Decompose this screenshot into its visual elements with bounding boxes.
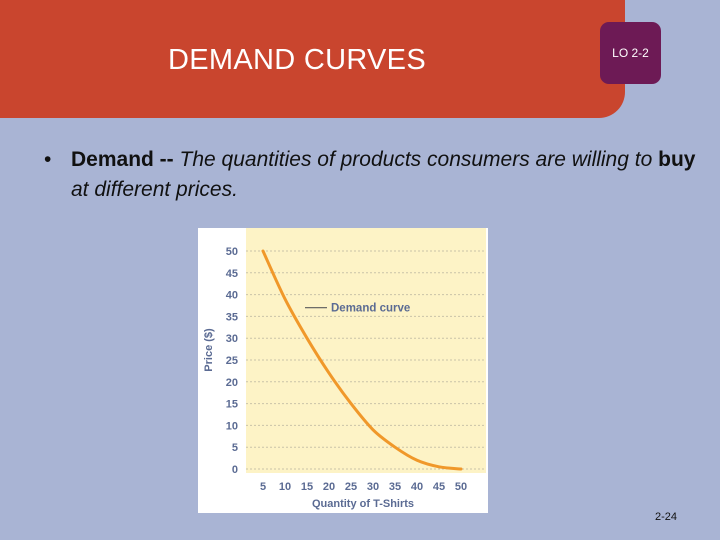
y-tick-label: 40 <box>226 290 238 302</box>
x-tick-label: 45 <box>433 481 445 493</box>
demand-chart-svg: 0 5 10 15 20 25 30 35 40 45 50 5 10 15 20 25 30 35 40 45 50 Q… <box>203 228 486 510</box>
y-tick-label: 25 <box>226 355 238 367</box>
x-tick-label: 30 <box>367 481 379 493</box>
y-axis-title: Price ($) <box>203 328 215 372</box>
bullet-term: Demand -- <box>71 148 174 171</box>
y-tick-label: 35 <box>226 311 238 323</box>
y-tick-label: 0 <box>232 464 238 476</box>
bullet-text: Demand -- The quantities of products con… <box>71 145 701 205</box>
demand-curve-line <box>261 249 463 471</box>
x-tick-label: 50 <box>455 481 467 493</box>
x-tick-label: 40 <box>411 481 423 493</box>
definition-emphasis: buy <box>658 148 696 171</box>
y-tick-label: 30 <box>226 333 238 345</box>
x-tick-label: 35 <box>389 481 401 493</box>
x-axis-title: Quantity of T-Shirts <box>312 498 414 510</box>
bullet-marker: • <box>44 148 52 171</box>
learning-objective-badge: LO 2-2 <box>600 22 661 84</box>
demand-chart: 0 5 10 15 20 25 30 35 40 45 50 5 10 15 20 25 30 35 40 45 50 Q… <box>198 228 488 513</box>
definition-after: at different prices. <box>71 178 238 201</box>
y-tick-label: 15 <box>226 399 238 411</box>
plot-area <box>246 228 486 473</box>
y-tick-label: 20 <box>226 377 238 389</box>
x-tick-label: 5 <box>260 481 266 493</box>
y-tick-label: 5 <box>232 442 238 454</box>
slide-title: DEMAND CURVES <box>168 44 426 76</box>
title-banner <box>0 0 625 118</box>
y-tick-label: 45 <box>226 268 238 280</box>
y-tick-label: 50 <box>226 246 238 258</box>
x-tick-label: 20 <box>323 481 335 493</box>
demand-curve-label: Demand curve <box>331 303 410 315</box>
y-tick-label: 10 <box>226 420 238 432</box>
x-tick-label: 15 <box>301 481 313 493</box>
bullet-definition: The quantities of products consumers are… <box>71 148 695 201</box>
definition-before: The quantities of products consumers are… <box>179 148 653 171</box>
x-tick-label: 10 <box>279 481 291 493</box>
slide-number: 2-24 <box>655 511 678 523</box>
x-tick-label: 25 <box>345 481 357 493</box>
